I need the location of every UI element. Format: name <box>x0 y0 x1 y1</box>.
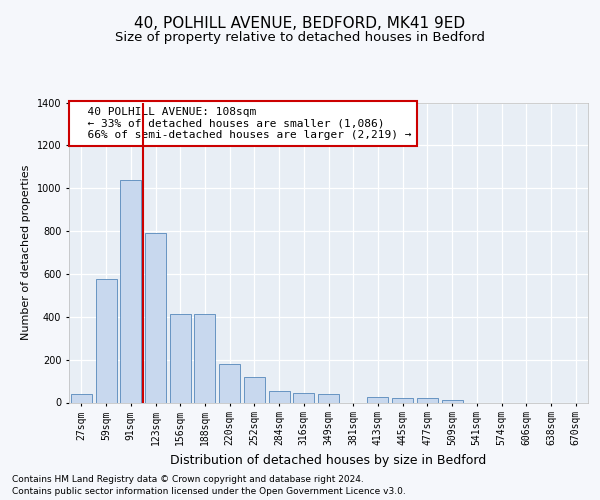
Text: 40, POLHILL AVENUE, BEDFORD, MK41 9ED: 40, POLHILL AVENUE, BEDFORD, MK41 9ED <box>134 16 466 32</box>
Text: Contains public sector information licensed under the Open Government Licence v3: Contains public sector information licen… <box>12 486 406 496</box>
Bar <box>244 377 265 402</box>
Text: Contains HM Land Registry data © Crown copyright and database right 2024.: Contains HM Land Registry data © Crown c… <box>12 474 364 484</box>
Bar <box>442 400 463 402</box>
X-axis label: Distribution of detached houses by size in Bedford: Distribution of detached houses by size … <box>170 454 487 466</box>
Bar <box>367 397 388 402</box>
Text: Size of property relative to detached houses in Bedford: Size of property relative to detached ho… <box>115 32 485 44</box>
Bar <box>269 390 290 402</box>
Bar <box>95 280 116 402</box>
Bar <box>71 394 92 402</box>
Bar <box>392 398 413 402</box>
Bar <box>318 394 339 402</box>
Bar <box>170 314 191 402</box>
Bar <box>194 314 215 402</box>
Y-axis label: Number of detached properties: Number of detached properties <box>21 165 31 340</box>
Bar <box>293 393 314 402</box>
Bar <box>120 180 141 402</box>
Bar <box>145 233 166 402</box>
Bar <box>219 364 240 403</box>
Bar <box>417 398 438 402</box>
Text: 40 POLHILL AVENUE: 108sqm
  ← 33% of detached houses are smaller (1,086)
  66% o: 40 POLHILL AVENUE: 108sqm ← 33% of detac… <box>74 107 412 140</box>
